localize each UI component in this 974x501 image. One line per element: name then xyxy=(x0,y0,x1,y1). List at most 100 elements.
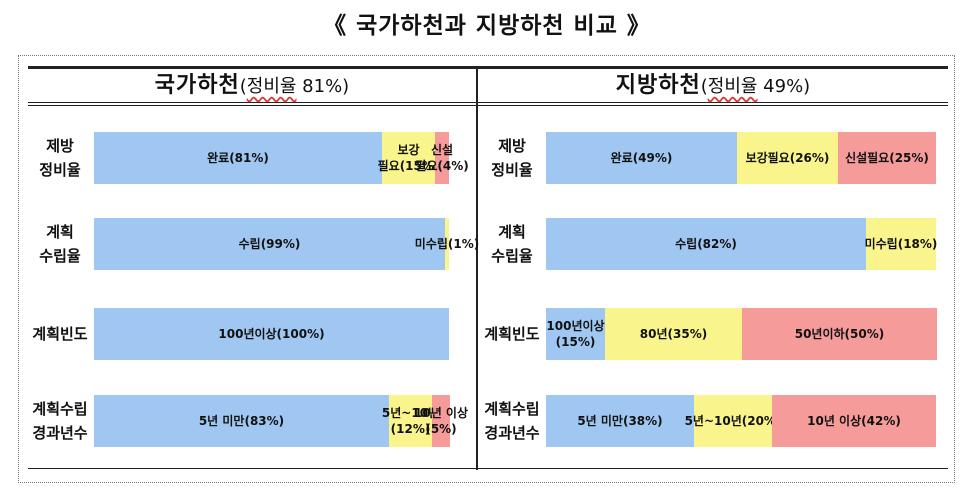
row-label-line: 수립율 xyxy=(39,247,81,265)
bar-segment-label: 5년~10년(20%) xyxy=(685,413,782,429)
bar-segment: 완료(49%) xyxy=(546,132,737,184)
bar-segment-label-line: 10년 이상 xyxy=(414,406,468,420)
panel-title-national: 국가하천(정비율 81%) xyxy=(28,72,476,100)
bar-segment: 10년 이상 (5%) xyxy=(414,395,468,447)
bar-segment-label-line: (12%) xyxy=(390,422,431,436)
bar-segment-label-line: 신설 xyxy=(430,143,454,157)
bar-segment-label-line: 10년 이상(42%) xyxy=(807,414,901,428)
bar-segment: 5년~10년 (12%) xyxy=(382,395,439,447)
page-title: 《 국가하천과 지방하천 비교 》 xyxy=(323,13,651,39)
bar-segment-label-line: 완료(49%) xyxy=(610,151,673,165)
bar-segment-label: 완료(49%) xyxy=(611,150,673,166)
bar-segment: 5년 미만(83%) xyxy=(94,395,389,447)
bar-segment-label: 100년이상 (15%) xyxy=(546,318,604,350)
bar-segment-label-line: 5년~10년(20%) xyxy=(684,414,782,428)
bar-segment-label: 완료(81%) xyxy=(207,150,269,166)
bar-segment-label-line: 100년이상 xyxy=(546,319,605,333)
bar-segment-label-line: 미수립(1%) xyxy=(414,237,480,251)
bottom-rule xyxy=(28,468,948,469)
bar-segment-label-line: 미수립(18%) xyxy=(864,237,938,251)
bar-segment-label: 5년 미만(38%) xyxy=(577,413,662,429)
bar-segment-label-line: (15%) xyxy=(555,335,596,349)
row-label-line: 계획빈도 xyxy=(32,325,88,343)
bar-segment-label: 10년 이상 (5%) xyxy=(414,405,468,437)
bar-segment-label-line: 필요(15%) xyxy=(377,159,440,173)
bar-segment: 미수립(1%) xyxy=(415,218,479,270)
panel-title-main: 지방하천 xyxy=(615,73,701,98)
bar-segment-label-line: 80년(35%) xyxy=(639,327,708,341)
bar-segment: 미수립(18%) xyxy=(865,218,938,270)
bar-segment-label-line: 보강필요(26%) xyxy=(745,151,830,165)
row-label-line: 수립율 xyxy=(491,247,533,265)
bar-segment-label: 수립(99%) xyxy=(239,236,301,252)
bar-segment-label-line: 수립(82%) xyxy=(675,237,737,251)
bar-segment-label-line: 보강 xyxy=(397,143,420,157)
header-rule-bottom xyxy=(28,102,948,106)
row-label-line: 정비율 xyxy=(39,161,81,179)
bar-segment-label-line: 필요(4%) xyxy=(415,159,469,173)
bar-segment: 5년 미만(38%) xyxy=(546,395,694,447)
bar-segment-label: 5년~10년 (12%) xyxy=(382,405,439,437)
bar-segment: 수립(82%) xyxy=(546,218,866,270)
bar-segment-label: 10년 이상(42%) xyxy=(807,413,901,429)
panel-title-sub-rest: 81%) xyxy=(296,76,350,97)
bar-segment-label-line: 5년 미만(83%) xyxy=(198,414,285,428)
panel-title-sub-rest: 49%) xyxy=(757,76,811,97)
row-label-line: 계획수립 xyxy=(484,400,540,418)
bar-segment-label-line: 완료(81%) xyxy=(207,151,269,165)
bar-segment: 50년이하(50%) xyxy=(742,308,937,360)
bar-segment-label-line: 수립(99%) xyxy=(238,237,301,251)
row-label-line: 계획 xyxy=(498,223,526,241)
bar-segment-label: 수립(82%) xyxy=(675,236,737,252)
panel-divider xyxy=(476,66,478,470)
bar-segment-label: 미수립(1%) xyxy=(415,236,479,252)
bar-segment-label-line: 5년 미만(38%) xyxy=(577,414,663,428)
bar-segment-label-line: (5%) xyxy=(425,422,457,436)
panel-title-local: 지방하천(정비율 49%) xyxy=(478,72,948,100)
panel-title-sub-underlined: 정비율 xyxy=(707,76,758,97)
row-label-line: 정비율 xyxy=(491,161,533,179)
bar-segment: 5년~10년(20%) xyxy=(685,395,781,447)
row-label: 계획빈도 xyxy=(30,322,90,346)
bar-segment: 80년(35%) xyxy=(605,308,742,360)
row-label-line: 계획빈도 xyxy=(484,325,540,343)
bar-segment-label: 보강필요(26%) xyxy=(746,150,830,166)
bar-segment-label: 100년이상(100%) xyxy=(218,326,324,342)
bar-segment-label: 미수립(18%) xyxy=(865,236,938,252)
row-label-line: 계획 xyxy=(46,223,74,241)
bar-segment-label-line: 50년이하(50%) xyxy=(794,327,885,341)
bar-segment-label-line: 신설필요(25%) xyxy=(845,151,929,165)
bar-segment-label: 50년이하(50%) xyxy=(795,326,885,342)
row-label: 계획빈도 xyxy=(482,322,542,346)
panel-title-sub-open: ( xyxy=(239,76,247,97)
bar-segment-label: 신설필요(25%) xyxy=(845,150,929,166)
row-label-line: 경과년수 xyxy=(484,424,540,442)
header-rule-top xyxy=(28,66,948,69)
row-label-line: 제방 xyxy=(498,137,526,155)
panel-title-sub-underlined: 정비율 xyxy=(246,76,297,97)
row-label-line: 제방 xyxy=(46,137,74,155)
bar-segment-label: 80년(35%) xyxy=(640,326,707,342)
bar-segment: 10년 이상(42%) xyxy=(772,395,936,447)
panel-title-main: 국가하천 xyxy=(154,73,240,98)
bar-segment: 완료(81%) xyxy=(94,132,382,184)
bar-segment-label-line: 100년이상(100%) xyxy=(218,327,325,341)
bar-segment: 신설필요(25%) xyxy=(838,132,936,184)
bar-segment: 보강필요(26%) xyxy=(737,132,838,184)
row-label-line: 계획수립 xyxy=(32,400,88,418)
bar-segment: 100년이상(100%) xyxy=(94,308,449,360)
bar-segment: 수립(99%) xyxy=(94,218,445,270)
comparison-frame xyxy=(18,55,955,483)
bar-segment-label: 5년 미만(83%) xyxy=(199,413,284,429)
row-label-line: 경과년수 xyxy=(32,424,88,442)
